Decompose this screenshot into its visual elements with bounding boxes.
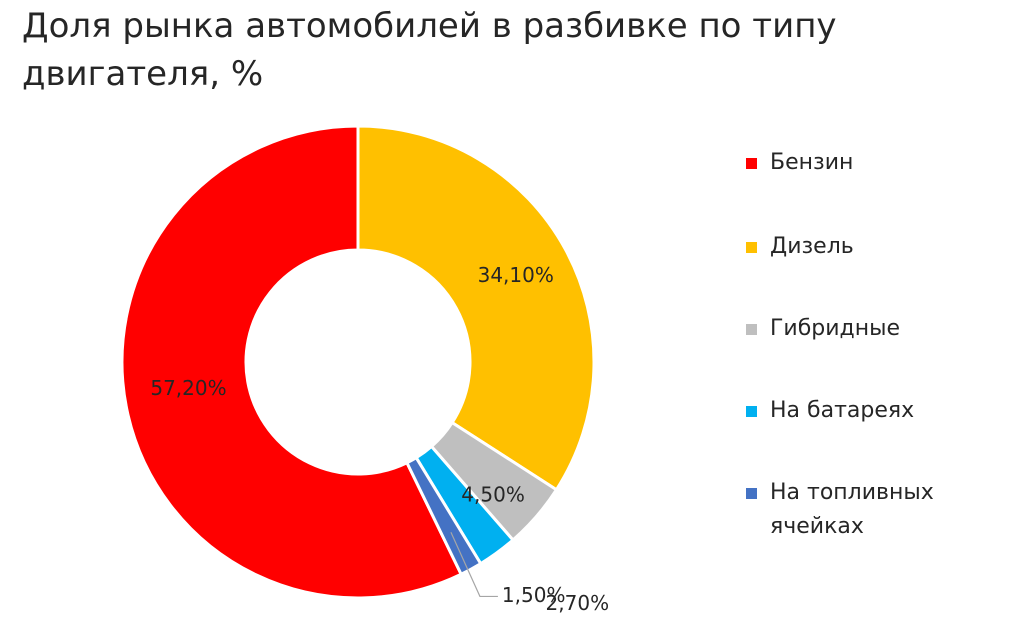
slice-benzin [120,124,463,600]
legend-swatch [746,242,757,253]
data-labels: 57,20% 34,10% 4,50% 2,70%1,50% [150,263,609,615]
slice-fuel-cell [405,456,483,576]
legend-label: Бензин [770,150,854,175]
leader-lines [450,532,498,598]
legend-label: Дизель [770,234,854,259]
legend-label: На топливных ячейках [770,480,934,539]
legend-label: На батареях [770,398,915,423]
legend-label: Гибридные [770,316,901,341]
legend-swatch [746,324,757,335]
data-label-dizel: 34,10% [478,263,554,287]
donut-slices [120,124,596,600]
leader-line-fuel-cell [450,532,498,598]
chart-title: Доля рынка автомобилей в разбивке по тип… [22,6,837,94]
legend-swatch [746,158,757,169]
data-label-benzin: 57,20% [150,376,226,400]
legend-swatch [746,406,757,417]
legend-swatch [746,488,757,499]
data-label-hybrid: 4,50% [461,482,525,506]
slice-dizel [356,124,596,492]
data-label-battery: 2,70% [546,591,610,615]
data-label-fuel-cell: 1,50% [502,583,566,607]
